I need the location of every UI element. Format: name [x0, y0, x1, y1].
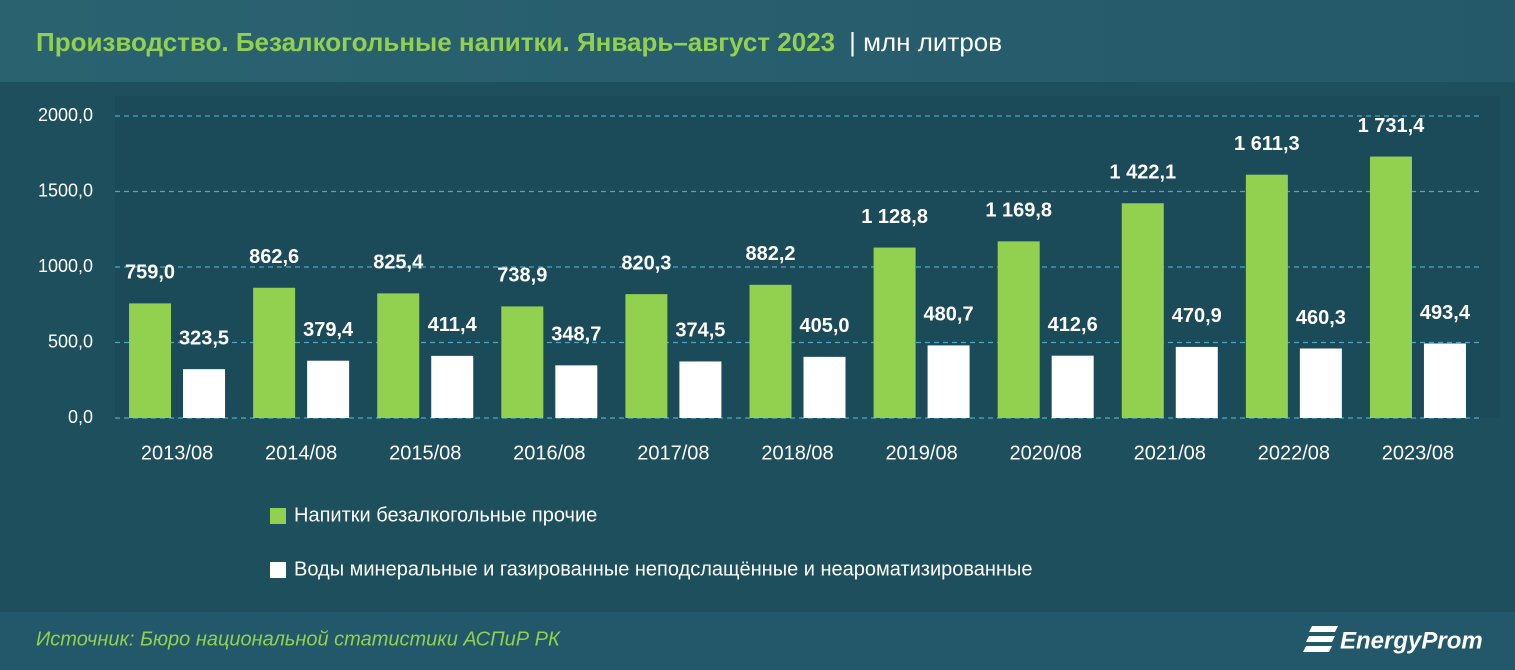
logo: EnergyProm [1303, 626, 1483, 654]
bar [129, 303, 172, 418]
bar [1423, 343, 1466, 418]
bar [997, 241, 1040, 418]
x-tick-label: 2023/08 [1382, 442, 1454, 464]
x-tick-label: 2021/08 [1134, 442, 1206, 464]
y-tick-label: 0,0 [68, 407, 93, 427]
bar [803, 356, 846, 418]
x-tick-label: 2015/08 [389, 442, 461, 464]
legend-swatch [270, 508, 286, 524]
bar [183, 369, 226, 418]
value-label: 820,3 [621, 252, 671, 274]
bar [307, 360, 350, 418]
value-label: 759,0 [125, 262, 175, 284]
bar [501, 306, 544, 418]
bar [555, 365, 598, 418]
bar [1299, 348, 1342, 418]
bar [679, 361, 722, 418]
legend-label: Напитки безалкогольные прочие [294, 504, 597, 526]
logo-text: EnergyProm [1340, 627, 1483, 654]
value-label: 412,6 [1048, 314, 1098, 336]
x-tick-label: 2013/08 [141, 442, 213, 464]
bar [1245, 174, 1288, 418]
y-tick-label: 2000,0 [38, 105, 93, 125]
y-tick-label: 1500,0 [38, 180, 93, 200]
value-label: 379,4 [303, 319, 354, 341]
value-label: 1 128,8 [861, 206, 928, 228]
value-label: 1 169,8 [985, 200, 1052, 222]
value-label: 1 611,3 [1234, 133, 1300, 155]
value-label: 1 731,4 [1358, 115, 1426, 137]
value-label: 405,0 [799, 315, 849, 337]
value-label: 470,9 [1172, 305, 1222, 327]
x-tick-label: 2020/08 [1010, 442, 1082, 464]
value-label: 738,9 [497, 265, 547, 287]
legend-label: Воды минеральные и газированные неподсла… [294, 558, 1033, 580]
value-label: 374,5 [675, 320, 725, 342]
bar [1369, 156, 1412, 418]
logo-icon [1303, 626, 1338, 652]
x-tick-label: 2017/08 [637, 442, 709, 464]
chart-subtitle: | млн литров [849, 27, 1002, 57]
y-tick-label: 500,0 [48, 331, 93, 351]
chart-title: Производство. Безалкогольные напитки. Ян… [36, 27, 835, 57]
x-tick-label: 2018/08 [761, 442, 833, 464]
bar [873, 247, 916, 418]
value-label: 348,7 [551, 324, 601, 346]
value-label: 825,4 [373, 252, 424, 274]
bar [377, 293, 420, 418]
x-tick-label: 2019/08 [885, 442, 957, 464]
legend-swatch [270, 562, 286, 578]
bar [749, 284, 792, 418]
bar [431, 355, 474, 418]
y-tick-label: 1000,0 [38, 256, 93, 276]
bar [1175, 346, 1218, 418]
value-label: 882,2 [745, 243, 795, 265]
value-label: 1 422,1 [1109, 162, 1176, 184]
source-note: Источник: Бюро национальной статистики А… [36, 628, 561, 650]
value-label: 493,4 [1420, 302, 1471, 324]
bar [625, 294, 668, 418]
bar [927, 345, 970, 418]
bar [1121, 203, 1164, 418]
x-tick-label: 2022/08 [1258, 442, 1330, 464]
value-label: 323,5 [179, 327, 229, 349]
footer-band [0, 612, 1515, 670]
value-label: 460,3 [1296, 307, 1346, 329]
x-tick-label: 2016/08 [513, 442, 585, 464]
x-tick-label: 2014/08 [265, 442, 337, 464]
bar [1051, 355, 1094, 418]
value-label: 862,6 [249, 246, 299, 268]
header-band [0, 0, 1515, 82]
bar [253, 287, 296, 418]
value-label: 480,7 [924, 304, 974, 326]
value-label: 411,4 [428, 314, 478, 336]
